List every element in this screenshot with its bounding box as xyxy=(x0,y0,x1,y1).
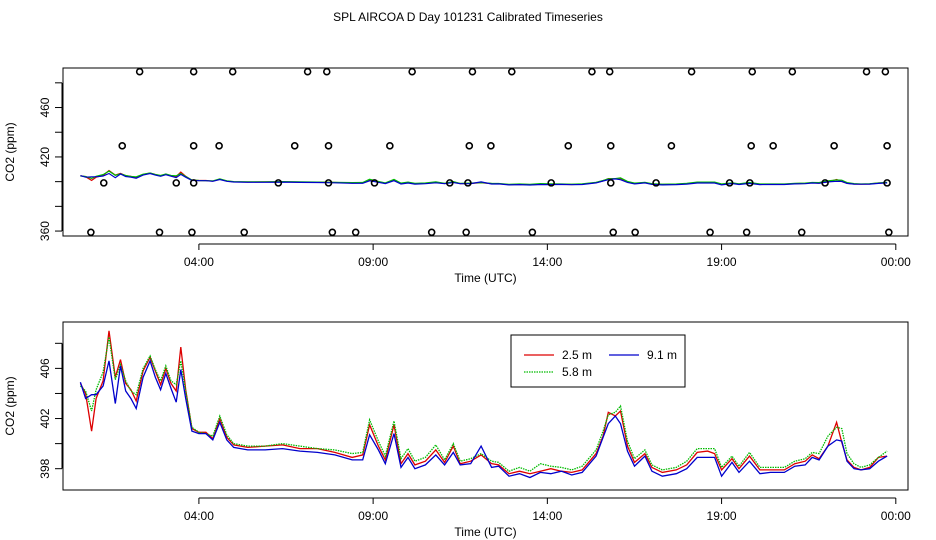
calibration-marker xyxy=(465,142,474,150)
y-axis-label: CO2 (ppm) xyxy=(3,376,17,435)
calibration-marker xyxy=(189,179,198,187)
calibration-marker xyxy=(274,179,283,187)
calibration-marker xyxy=(322,67,331,76)
calibration-marker xyxy=(427,228,436,237)
x-tick-label: 04:00 xyxy=(184,255,214,269)
calibration-marker xyxy=(667,142,676,150)
y-axis-label: CO2 (ppm) xyxy=(3,122,17,181)
calibration-marker xyxy=(462,228,470,237)
x-axis: 04:00 09:00 14:00 19:00 00:00 Time (UTC) xyxy=(184,243,911,285)
calibration-marker xyxy=(87,228,95,237)
calibration-marker xyxy=(769,142,777,150)
bottom-panel: 04:00 09:00 14:00 19:00 00:00 Time (UTC) 398 40… xyxy=(3,321,911,539)
calibration-marker xyxy=(189,142,198,150)
x-axis-label: Time (UTC) xyxy=(454,525,516,539)
calibration-marker xyxy=(747,142,755,150)
y-axis: 360 420 460 CO2 (ppm) xyxy=(3,82,63,241)
calibration-marker xyxy=(528,228,537,237)
x-tick-label: 00:00 xyxy=(881,255,911,269)
x-axis: 04:00 09:00 14:00 19:00 00:00 Time (UTC) xyxy=(184,497,911,539)
plot-frame xyxy=(62,67,909,237)
calibration-marker xyxy=(228,67,237,76)
y-tick-label: 406 xyxy=(38,358,52,378)
x-tick-label: 14:00 xyxy=(532,509,562,523)
calibration-marker xyxy=(408,67,416,76)
calibration-marker xyxy=(881,67,890,76)
top-panel: 04:00 09:00 14:00 19:00 00:00 Time (UTC) 360 42… xyxy=(3,67,911,285)
calibration-marker xyxy=(508,67,516,76)
calibration-marker xyxy=(464,179,472,187)
calibration-marker xyxy=(862,67,871,76)
legend-label: 5.8 m xyxy=(562,365,592,379)
calibration-marker xyxy=(303,67,312,76)
y-axis: 398 402 406 CO2 (ppm) xyxy=(3,342,63,479)
x-tick-label: 19:00 xyxy=(707,255,737,269)
calibration-marker xyxy=(748,67,757,76)
plot-frame xyxy=(62,321,909,491)
calibration-marker xyxy=(189,67,198,76)
calibration-marker xyxy=(290,142,299,150)
calibration-marker xyxy=(370,179,379,187)
y-tick-label: 360 xyxy=(38,221,52,241)
calibration-marker xyxy=(606,142,615,150)
x-tick-label: 14:00 xyxy=(532,255,562,269)
calibration-marker xyxy=(215,142,223,150)
calibration-marker xyxy=(706,228,714,237)
legend-label: 9.1 m xyxy=(647,348,677,362)
calibration-marker xyxy=(135,67,144,76)
calibration-marker xyxy=(885,228,893,237)
calibration-marker xyxy=(386,142,394,150)
x-axis-label: Time (UTC) xyxy=(454,271,516,285)
y-tick-label: 420 xyxy=(38,147,52,167)
calibration-marker xyxy=(606,179,615,187)
calibration-marker xyxy=(487,142,495,150)
calibration-marker xyxy=(351,228,360,237)
x-tick-label: 04:00 xyxy=(184,509,214,523)
calibration-marker xyxy=(564,142,573,150)
calibration-marker xyxy=(821,179,829,187)
chart-title: SPL AIRCOA D Day 101231 Calibrated Times… xyxy=(333,10,603,24)
calibration-marker xyxy=(742,228,751,237)
calibration-marker xyxy=(547,179,555,187)
y-tick-label: 398 xyxy=(38,458,52,478)
y-tick-label: 460 xyxy=(38,97,52,117)
x-tick-label: 09:00 xyxy=(358,509,388,523)
calibration-marker xyxy=(468,67,477,76)
series-line-58m xyxy=(79,336,888,472)
calibration-marker xyxy=(652,179,660,187)
legend-box xyxy=(510,334,686,388)
legend-label: 2.5 m xyxy=(562,348,592,362)
calibration-marker xyxy=(118,142,127,150)
series-line-25m xyxy=(79,330,888,475)
calibration-marker xyxy=(324,142,333,150)
calibration-marker xyxy=(609,228,618,237)
calibration-marker xyxy=(830,142,838,150)
calibration-marker xyxy=(188,228,196,237)
calibration-marker xyxy=(746,179,754,187)
calibration-marker xyxy=(99,179,108,187)
calibration-marker xyxy=(324,179,333,187)
series-line-91m xyxy=(79,359,888,479)
x-tick-label: 09:00 xyxy=(358,255,388,269)
legend: 2.5 m 5.8 m 9.1 m xyxy=(510,334,686,388)
calibration-marker xyxy=(797,228,806,237)
calibration-marker xyxy=(883,179,891,187)
calibration-marker xyxy=(155,228,164,237)
x-tick-label: 00:00 xyxy=(881,509,911,523)
calibration-marker xyxy=(588,67,596,76)
calibration-marker xyxy=(725,179,734,187)
calibration-marker xyxy=(605,67,614,76)
calibration-marker xyxy=(240,228,248,237)
calibration-marker xyxy=(328,228,337,237)
calibration-marker xyxy=(883,142,891,150)
calibration-marker xyxy=(445,179,454,187)
x-tick-label: 19:00 xyxy=(707,509,737,523)
calibration-marker xyxy=(788,67,797,76)
calibration-marker xyxy=(631,228,639,237)
y-tick-label: 402 xyxy=(38,408,52,428)
calibration-marker xyxy=(172,179,181,187)
calibration-marker xyxy=(687,67,696,76)
